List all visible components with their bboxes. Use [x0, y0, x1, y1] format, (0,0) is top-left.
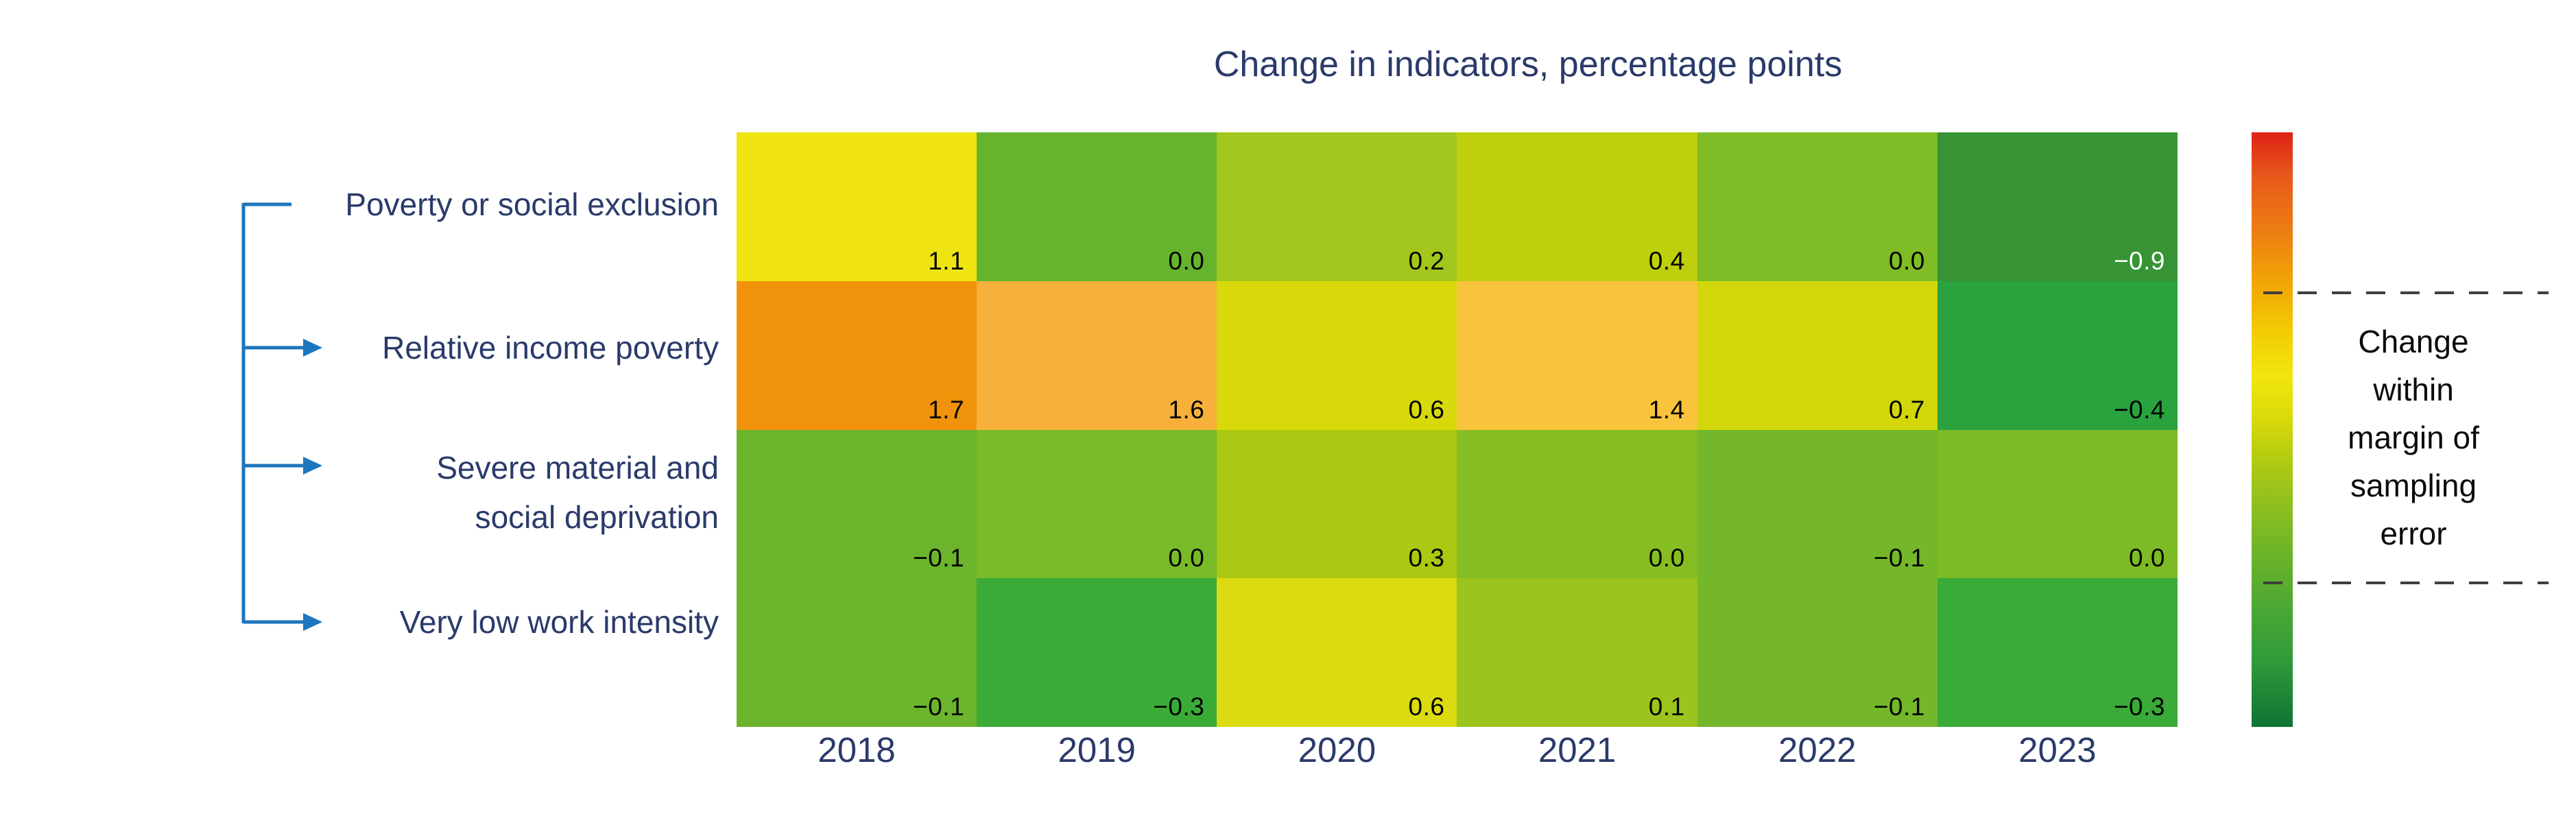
cell-value: 0.3: [1408, 544, 1445, 573]
heatmap-cell: 0.1: [1457, 578, 1697, 727]
row-label: Relative income poverty: [382, 323, 719, 372]
cell-value: 0.7: [1888, 395, 1925, 424]
heatmap-cell: 1.7: [737, 280, 977, 430]
cell-value: 0.4: [1648, 246, 1685, 275]
x-axis-label: 2022: [1778, 730, 1857, 769]
legend-note-line: sampling: [2350, 468, 2477, 503]
cell-value: 1.4: [1648, 395, 1685, 424]
heatmap-cell: 0.3: [1217, 429, 1457, 579]
cell-value: 0.0: [1648, 544, 1685, 573]
x-axis-label: 2021: [1538, 730, 1617, 769]
legend-note-line: within: [2373, 372, 2454, 407]
heatmap-grid: 1.1 0.0 0.2 0.4 0.0 −0.9 1.7 1.6 0.6 1.4 0.7 −0.4 −0…: [737, 132, 2178, 727]
legend-note-line: margin of: [2348, 420, 2479, 455]
heatmap-cell: 0.0: [1457, 429, 1697, 579]
legend-dashed-line-bottom: [2263, 582, 2549, 584]
heatmap-cell: 0.6: [1217, 280, 1457, 430]
row-labels: Poverty or social exclusion Relative inco…: [102, 0, 719, 814]
row-label: Poverty or social exclusion: [345, 180, 719, 229]
row-label-line: Poverty or social exclusion: [345, 187, 719, 222]
row-label: Severe material and social deprivation: [436, 443, 719, 542]
cell-value: 0.2: [1408, 246, 1445, 275]
legend-dashed-line-top: [2263, 291, 2549, 294]
cell-value: −0.3: [2113, 693, 2165, 721]
cell-value: 0.0: [1168, 544, 1205, 573]
heatmap-cell: −0.3: [977, 578, 1217, 727]
cell-value: 0.6: [1408, 395, 1445, 424]
heatmap-cell: −0.1: [737, 578, 977, 727]
row-label: Very low work intensity: [400, 597, 719, 647]
cell-value: 1.1: [928, 246, 965, 275]
cell-value: 0.1: [1648, 693, 1685, 721]
heatmap-cell: 0.6: [1217, 578, 1457, 727]
x-axis-labels: 2018 2019 2020 2021 2022 2023: [737, 730, 2178, 772]
heatmap-cell: 0.0: [977, 132, 1217, 281]
cell-value: −0.1: [913, 693, 965, 721]
heatmap-cell: 0.2: [1217, 132, 1457, 281]
heatmap-cell: 1.4: [1457, 280, 1697, 430]
chart-title: Change in indicators, percentage points: [1213, 45, 1843, 84]
legend-note-line: Change: [2358, 324, 2469, 359]
legend-note-line: error: [2380, 516, 2447, 551]
heatmap-cell: 0.0: [977, 429, 1217, 579]
row-label-line: Very low work intensity: [399, 604, 719, 640]
cell-value: −0.3: [1153, 693, 1205, 721]
x-axis-label: 2019: [1058, 730, 1136, 769]
cell-value: −0.1: [913, 544, 965, 573]
row-label-line: social deprivation: [475, 499, 719, 535]
x-axis-label: 2020: [1298, 730, 1376, 769]
cell-value: 1.6: [1168, 395, 1205, 424]
cell-value: −0.4: [2113, 395, 2165, 424]
cell-value: 1.7: [928, 395, 965, 424]
heatmap-cell: 0.0: [1937, 429, 2178, 579]
heatmap-cell: 0.4: [1457, 132, 1697, 281]
legend-note: Change within margin of sampling error: [2269, 318, 2557, 558]
cell-value: 0.0: [1168, 246, 1205, 275]
heatmap-cell: 0.0: [1697, 132, 1937, 281]
heatmap-cell: −0.1: [1697, 578, 1937, 727]
x-axis-label: 2018: [818, 730, 896, 769]
cell-value: −0.9: [2113, 246, 2165, 275]
row-label-line: Severe material and: [436, 450, 719, 486]
cell-value: 0.0: [1888, 246, 1925, 275]
heatmap-cell: 0.7: [1697, 280, 1937, 430]
cell-value: 0.6: [1408, 693, 1445, 721]
heatmap-cell: −0.1: [737, 429, 977, 579]
heatmap-cell: −0.3: [1937, 578, 2178, 727]
colorbar-gradient: [2252, 132, 2293, 727]
row-label-line: Relative income poverty: [382, 330, 719, 366]
cell-value: 0.0: [2129, 544, 2165, 573]
x-axis-label: 2023: [2018, 730, 2097, 769]
heatmap-cell: 1.1: [737, 132, 977, 281]
heatmap-cell: 1.6: [977, 280, 1217, 430]
heatmap-cell: −0.4: [1937, 280, 2178, 430]
cell-value: −0.1: [1873, 544, 1925, 573]
heatmap-cell: −0.9: [1937, 132, 2178, 281]
cell-value: −0.1: [1873, 693, 1925, 721]
heatmap-cell: −0.1: [1697, 429, 1937, 579]
